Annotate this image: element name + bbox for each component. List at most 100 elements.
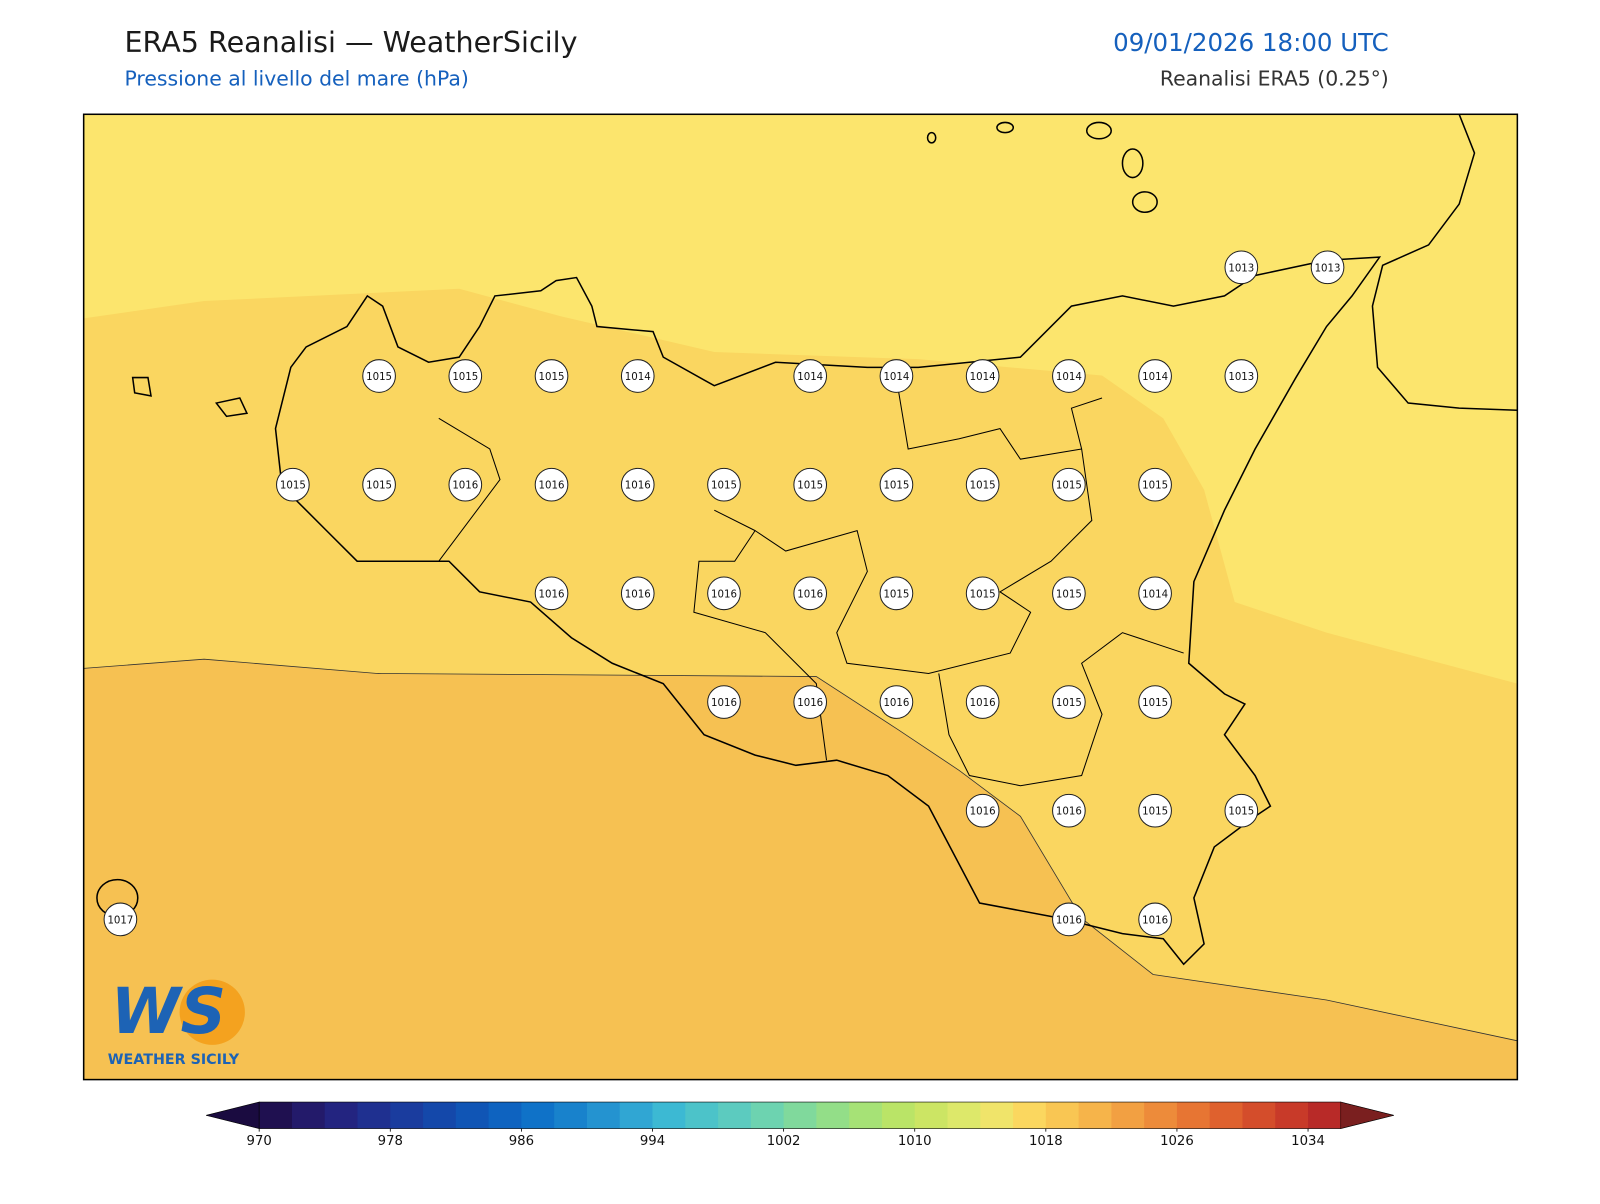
colorbar-bin xyxy=(291,1102,326,1129)
station-value: 1016 xyxy=(1142,915,1168,926)
station-value: 1015 xyxy=(1142,807,1168,818)
station-value: 1014 xyxy=(1142,372,1168,383)
colorbar-bin xyxy=(718,1102,752,1129)
logo-sun xyxy=(179,979,245,1045)
station-marker xyxy=(534,576,569,611)
station-marker xyxy=(707,576,741,611)
station-value: 1015 xyxy=(970,589,996,600)
station-value: 1015 xyxy=(1142,481,1168,492)
station-value: 1015 xyxy=(1142,698,1168,709)
station-marker xyxy=(1224,793,1259,828)
title: ERA5 Reanalisi — WeatherSicily xyxy=(124,25,577,59)
station-marker xyxy=(103,902,138,937)
station-value: 1016 xyxy=(452,481,478,492)
station-value: 1015 xyxy=(883,589,909,600)
station-marker xyxy=(1138,793,1172,828)
colorbar-tick-label: 1018 xyxy=(1029,1134,1063,1149)
station-value: 1015 xyxy=(280,481,306,492)
station-marker xyxy=(1052,685,1086,719)
colorbar-bin xyxy=(423,1102,457,1129)
station-marker xyxy=(879,467,914,502)
colorbar-bin xyxy=(849,1102,883,1129)
colorbar-bin xyxy=(324,1102,359,1129)
station-value: 1015 xyxy=(1056,589,1082,600)
colorbar-frame xyxy=(258,1101,1342,1129)
colorbar-over xyxy=(1340,1101,1394,1129)
station-marker xyxy=(965,793,1000,828)
station-marker xyxy=(965,685,1000,719)
colorbar-bin xyxy=(455,1102,490,1129)
colorbar-bin xyxy=(586,1102,621,1129)
colorbar-bin xyxy=(816,1102,850,1129)
coastline xyxy=(274,256,1382,966)
colorbar-bin xyxy=(881,1102,916,1129)
colorbar-bin xyxy=(1013,1102,1047,1129)
station-value: 1014 xyxy=(970,372,996,383)
colorbar-bin xyxy=(1242,1102,1276,1129)
colorbar-bin xyxy=(554,1102,588,1129)
station-value: 1015 xyxy=(539,372,565,383)
station-value: 1016 xyxy=(883,698,909,709)
station-marker xyxy=(793,685,828,719)
colorbar-bin xyxy=(652,1102,686,1129)
colorbar-bin xyxy=(1078,1102,1112,1129)
station-value: 1014 xyxy=(797,372,823,383)
station-value: 1015 xyxy=(797,481,823,492)
station-marker xyxy=(707,685,741,719)
station-marker xyxy=(1310,250,1345,285)
colorbar-bin xyxy=(1275,1102,1309,1129)
station-value: 1015 xyxy=(711,481,737,492)
station-value: 1016 xyxy=(539,481,565,492)
station-marker xyxy=(1138,685,1172,719)
colorbar-bin xyxy=(750,1102,785,1129)
map xyxy=(83,114,1518,1080)
station-marker xyxy=(965,359,1000,393)
station-marker xyxy=(965,467,1000,502)
source: Reanalisi ERA5 (0.25°) xyxy=(1160,67,1389,91)
station-marker xyxy=(1138,576,1172,611)
station-marker xyxy=(879,576,914,611)
station-value: 1016 xyxy=(711,589,737,600)
boundary xyxy=(438,387,1184,787)
station-value: 1014 xyxy=(625,372,651,383)
colorbar-tick-label: 1026 xyxy=(1160,1134,1194,1149)
station-marker xyxy=(620,467,655,502)
station-value: 1016 xyxy=(539,589,565,600)
subtitle: Pressione al livello del mare (hPa) xyxy=(124,67,468,91)
station-marker xyxy=(1138,902,1172,937)
colorbar-tick-label: 970 xyxy=(247,1134,272,1149)
station-value: 1013 xyxy=(1228,372,1254,383)
map-frame xyxy=(82,113,1519,1081)
station-value: 1016 xyxy=(1056,807,1082,818)
station-value: 1016 xyxy=(625,589,651,600)
station-value: 1015 xyxy=(1228,807,1254,818)
station-value: 1014 xyxy=(1056,372,1082,383)
colorbar-tick-label: 986 xyxy=(509,1134,534,1149)
islands xyxy=(96,121,1158,918)
station-marker xyxy=(276,467,310,502)
station-marker xyxy=(448,467,483,502)
colorbar-bin xyxy=(357,1102,391,1129)
station-marker xyxy=(362,467,396,502)
station-marker xyxy=(793,576,828,611)
station-marker xyxy=(1224,250,1259,285)
station-value: 1013 xyxy=(1315,263,1341,274)
station-marker xyxy=(1138,359,1172,393)
contour-fill xyxy=(83,658,1518,1080)
colorbar-bin xyxy=(980,1102,1014,1129)
colorbar-bin xyxy=(1111,1102,1145,1129)
colorbar-tick-label: 1010 xyxy=(898,1134,932,1149)
colorbar-bin xyxy=(783,1102,817,1129)
datetime: 09/01/2026 18:00 UTC xyxy=(1113,28,1389,57)
station-value: 1016 xyxy=(625,481,651,492)
station-value: 1016 xyxy=(1056,915,1082,926)
station-value: 1016 xyxy=(711,698,737,709)
colorbar-bin xyxy=(947,1102,981,1129)
colorbar-tick-label: 1034 xyxy=(1291,1134,1325,1149)
colorbar-tick-label: 1002 xyxy=(767,1134,801,1149)
pressure-labels: 1013 1013 1015 1015 1015 1014 1014 1014 1014 1014… xyxy=(103,250,1345,937)
station-value: 1015 xyxy=(970,481,996,492)
station-marker xyxy=(1224,359,1259,393)
station-marker xyxy=(1052,576,1086,611)
